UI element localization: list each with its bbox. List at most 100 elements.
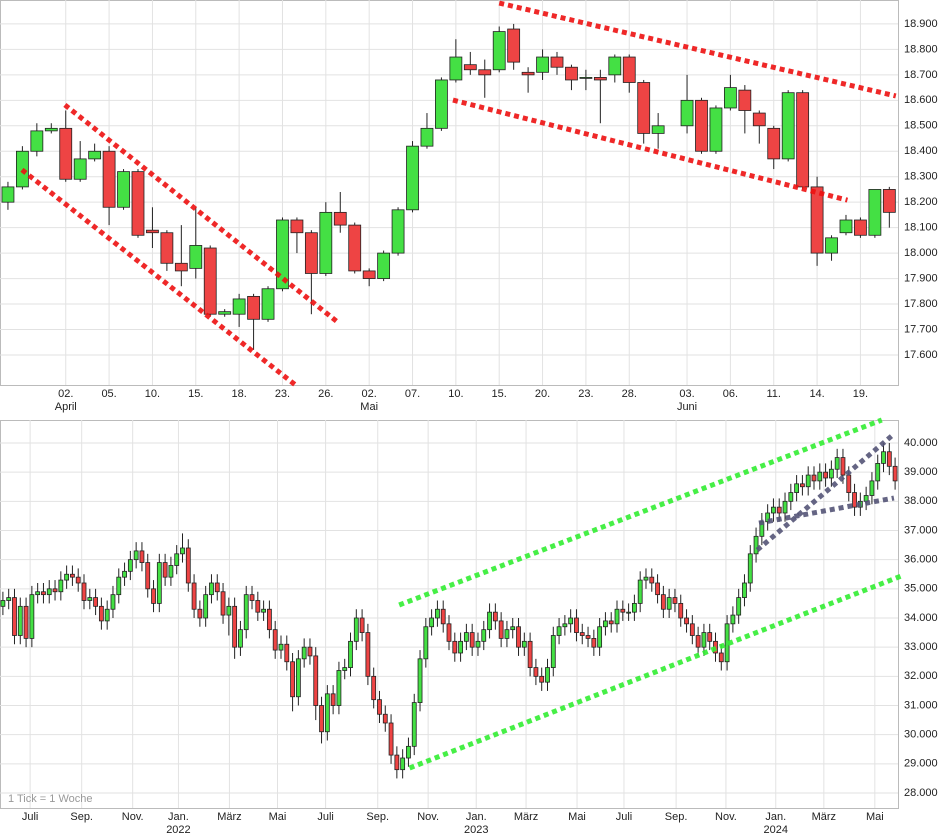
candle-body: [781, 92, 795, 160]
x-tick-label: Nov.: [122, 811, 144, 823]
candle-body: [191, 582, 197, 610]
x-tick-label: 06.: [723, 388, 738, 400]
candle-body: [556, 626, 562, 636]
candle-body: [752, 112, 766, 127]
candle-body: [475, 640, 481, 648]
candles: [1, 23, 896, 350]
candle-body: [1, 186, 15, 203]
candle-body: [839, 219, 853, 234]
candle-body: [174, 553, 180, 566]
candle-body: [284, 643, 290, 663]
x-tick-label: Jan.: [168, 811, 189, 823]
candle-body: [232, 298, 246, 315]
candle-body: [568, 617, 574, 625]
candle-body: [429, 617, 435, 628]
x-tick-label: 15.: [188, 388, 203, 400]
candle-body: [189, 245, 203, 269]
candle-body: [680, 99, 694, 127]
candle-body: [562, 623, 568, 628]
candle-body: [521, 640, 527, 648]
candle-body: [771, 506, 776, 514]
candle-body: [116, 576, 122, 596]
candle-body: [504, 629, 510, 639]
candle-body: [411, 702, 417, 747]
candle-body: [608, 56, 622, 76]
candle-body: [197, 608, 203, 619]
x-period-label: 2024: [764, 824, 788, 836]
candle-body: [643, 576, 649, 581]
candle-body: [319, 211, 333, 274]
candle-body: [23, 605, 29, 639]
candle-body: [882, 189, 896, 213]
candle-body: [825, 237, 838, 254]
candle-body: [52, 588, 58, 593]
x-tick-label: 26.: [318, 388, 333, 400]
candle-body: [304, 232, 318, 274]
candle-body: [290, 219, 304, 234]
candle-body: [87, 597, 93, 601]
candle-body: [307, 646, 313, 657]
y-tick-label: 38.000: [904, 495, 938, 507]
candle-body: [146, 229, 159, 234]
candle-body: [75, 576, 81, 584]
candle-body: [0, 600, 6, 607]
y-tick-label: 28.000: [904, 787, 938, 799]
y-tick-label: 18.400: [904, 145, 938, 157]
x-tick-label: Jan.: [765, 811, 786, 823]
candle-body: [406, 145, 419, 211]
candle-body: [810, 186, 824, 254]
candle-body: [695, 99, 708, 152]
x-tick-label: März: [514, 811, 538, 823]
candle-body: [348, 224, 362, 272]
candle-body: [626, 611, 631, 614]
x-tick-label: Mai: [568, 811, 586, 823]
candle-body: [400, 757, 406, 771]
y-tick-label: 36.000: [904, 554, 938, 566]
candle-body: [145, 562, 151, 590]
candle-body: [406, 745, 411, 759]
candle-body: [458, 640, 463, 654]
candle-body: [730, 614, 736, 625]
x-period-label: 2022: [166, 824, 190, 836]
candle-body: [666, 597, 672, 610]
candle-body: [767, 127, 781, 160]
candle-body: [707, 632, 713, 642]
candle-body: [98, 605, 104, 622]
x-tick-label: 07.: [405, 388, 420, 400]
y-tick-label: 32.000: [904, 670, 938, 682]
trend-lines: [20, 0, 897, 387]
candle-body: [266, 608, 272, 631]
x-tick-label: Sep.: [70, 811, 93, 823]
candle-body: [435, 608, 440, 619]
candle-body: [44, 127, 58, 132]
candle-body: [174, 262, 188, 272]
x-period-label: Mai: [360, 401, 378, 413]
candle-body: [487, 611, 492, 631]
candle-body: [180, 547, 185, 555]
candle-body: [162, 562, 168, 578]
candle-body: [30, 130, 44, 152]
candle-body: [510, 626, 516, 631]
candle-body: [203, 594, 209, 619]
candle-body: [319, 705, 324, 733]
y-tick-label: 34.000: [904, 612, 938, 624]
candle-body: [313, 655, 319, 706]
candle-body: [255, 600, 261, 613]
candle-body: [672, 597, 678, 604]
candle-body: [58, 579, 64, 593]
candle-body: [603, 620, 608, 628]
candle-body: [823, 471, 828, 479]
candle-body: [516, 626, 521, 648]
candle-body: [723, 87, 737, 109]
candle-body: [377, 252, 391, 279]
candle-body: [765, 512, 771, 523]
candle-body: [70, 573, 75, 578]
candle-body: [29, 594, 35, 639]
candle-body: [133, 550, 139, 561]
candle-body: [391, 209, 405, 254]
y-tick-label: 18.200: [904, 196, 938, 208]
candle-body: [446, 623, 452, 642]
candle-body: [117, 171, 130, 208]
candle-body: [290, 661, 295, 698]
y-tick-label: 40.000: [904, 437, 938, 449]
